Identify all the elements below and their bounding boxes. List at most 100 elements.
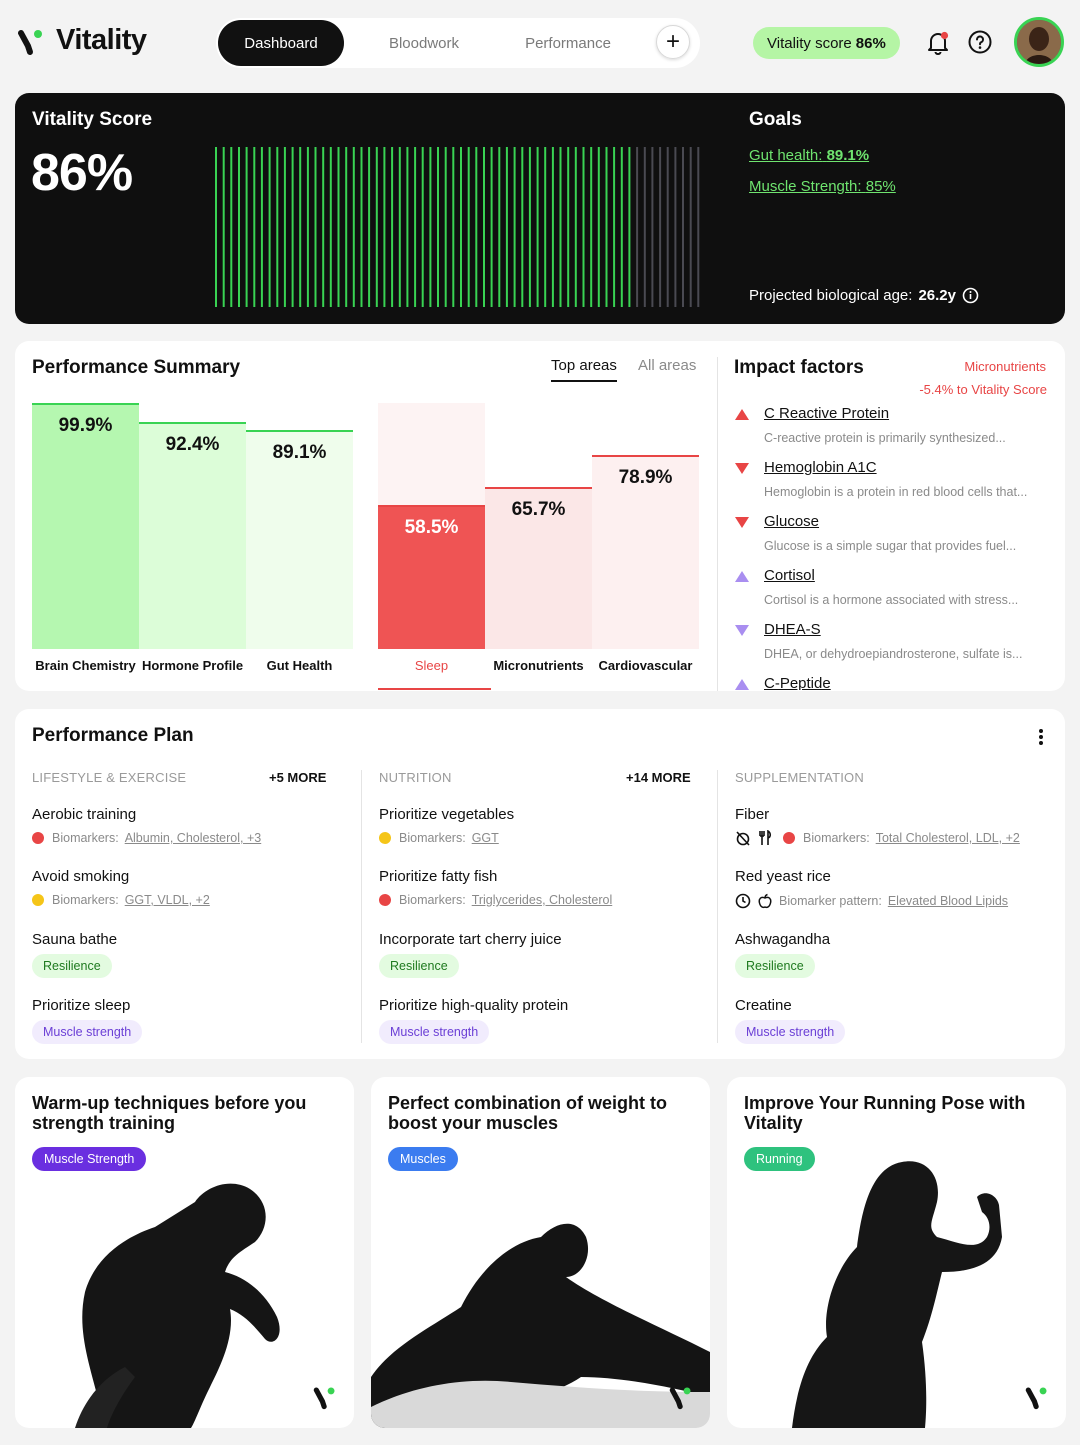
- biomarker-pattern-link[interactable]: Elevated Blood Lipids: [887, 894, 1009, 908]
- plan-item-name[interactable]: Red yeast rice: [735, 868, 831, 885]
- triangle-up-icon: [735, 571, 749, 582]
- bar-category-label: Cardiovascular: [598, 658, 693, 673]
- plan-item-name[interactable]: Prioritize fatty fish: [379, 868, 498, 885]
- muscle-strength-tag: Muscle strength: [735, 1020, 846, 1044]
- add-tab-button[interactable]: +: [656, 25, 690, 59]
- score-bar-tick: [245, 147, 248, 307]
- plan-divider-2: [717, 770, 718, 1043]
- impact-factor-description: Cortisol is a hormone associated with st…: [764, 593, 1019, 607]
- article-card-running[interactable]: Improve Your Running Pose with Vitality …: [727, 1077, 1066, 1428]
- triangle-down-icon: [735, 463, 749, 474]
- score-bar-tick: [444, 147, 447, 307]
- bar-value-label: 99.9%: [58, 415, 113, 436]
- score-bar-tick: [620, 147, 623, 307]
- bar-sleep[interactable]: 58.5%: [378, 505, 485, 649]
- impact-category[interactable]: Micronutrients: [964, 359, 1046, 374]
- score-bar-tick: [613, 147, 616, 307]
- help-button[interactable]: [966, 28, 994, 56]
- plan-item-name[interactable]: Prioritize vegetables: [379, 806, 515, 823]
- article-card-warmup[interactable]: Warm-up techniques before you strength t…: [15, 1077, 354, 1428]
- vitality-score-pill[interactable]: Vitality score 86%: [753, 27, 900, 59]
- tab-performance[interactable]: Performance: [525, 34, 611, 52]
- article-tag: Running: [744, 1147, 815, 1171]
- plan-item-name[interactable]: Ashwagandha: [735, 931, 831, 948]
- info-icon[interactable]: [962, 287, 979, 304]
- biomarkers-link[interactable]: Total Cholesterol, LDL, +2: [875, 831, 1020, 845]
- goals-title: Goals: [749, 109, 802, 130]
- biomarkers-link[interactable]: Albumin, Cholesterol, +3: [124, 831, 262, 845]
- score-bar-tick: [682, 147, 684, 307]
- goals-section: Goals Gut health: 89.1% Muscle Strength:…: [749, 109, 896, 195]
- plan-item-name[interactable]: Incorporate tart cherry juice: [379, 931, 562, 948]
- nutrition-column-header: NUTRITION: [379, 770, 452, 785]
- impact-factor-item[interactable]: Cortisol Cortisol is a hormone associated…: [733, 567, 1053, 617]
- impact-factor-name[interactable]: C-Peptide: [764, 675, 831, 690]
- bar-value-label: 92.4%: [165, 434, 220, 455]
- plan-item-name[interactable]: Aerobic training: [32, 806, 137, 823]
- article-title: Improve Your Running Pose with Vitality: [744, 1093, 1026, 1133]
- plan-item-name[interactable]: Avoid smoking: [32, 868, 130, 885]
- score-bar-tick: [398, 147, 401, 307]
- meta-label: Biomarkers:: [52, 831, 119, 845]
- article-card-weights[interactable]: Perfect combination of weight to boost y…: [371, 1077, 710, 1428]
- sleep-selected-indicator: [378, 688, 491, 690]
- lifestyle-more-link[interactable]: +5 MORE: [269, 770, 327, 785]
- bar-hormone-profile[interactable]: 92.4%: [139, 422, 246, 649]
- plan-item-name[interactable]: Fiber: [735, 806, 770, 823]
- bar-micronutrients[interactable]: 65.7%: [485, 487, 592, 649]
- vitality-score-bars: [215, 147, 700, 307]
- impact-factor-item[interactable]: Hemoglobin A1C Hemoglobin is a protein in…: [733, 459, 1053, 509]
- score-bar-tick: [628, 147, 631, 307]
- impact-factor-item[interactable]: Glucose Glucose is a simple sugar that pr…: [733, 513, 1053, 563]
- more-options-icon[interactable]: [1036, 727, 1046, 747]
- brand-logo[interactable]: Vitality: [16, 24, 147, 57]
- impact-factor-name[interactable]: DHEA-S: [764, 621, 821, 638]
- score-bar-tick: [329, 147, 332, 307]
- score-bar-tick: [666, 147, 669, 307]
- nutrition-more-link[interactable]: +14 MORE: [626, 770, 691, 785]
- tab-top-areas[interactable]: Top areas: [551, 357, 617, 382]
- resilience-tag: Resilience: [735, 954, 815, 978]
- boxing-woman-photo: [792, 1161, 1002, 1428]
- bar-value-label: 65.7%: [511, 499, 566, 520]
- meta-label: Biomarker pattern:: [779, 894, 882, 908]
- impact-factor-description: DHEA, or dehydroepiandrosterone, sulfate…: [764, 647, 1023, 661]
- impact-factor-description: Hemoglobin is a protein in red blood cel…: [764, 485, 1028, 499]
- impact-factor-name[interactable]: Hemoglobin A1C: [764, 459, 877, 476]
- main-nav: Dashboard Bloodwork Performance +: [216, 18, 700, 68]
- vitality-score-label: Vitality score: [767, 34, 852, 52]
- projected-age-label: Projected biological age:: [749, 287, 913, 304]
- score-bar-tick: [322, 147, 325, 307]
- score-bar-tick: [567, 147, 570, 307]
- stretching-photo: [371, 1223, 710, 1428]
- bar-gut-health[interactable]: 89.1%: [246, 430, 353, 649]
- plan-item-name[interactable]: Sauna bathe: [32, 931, 118, 948]
- score-bar-tick: [276, 147, 279, 307]
- impact-factor-name[interactable]: Glucose: [764, 513, 820, 530]
- tab-bloodwork[interactable]: Bloodwork: [388, 34, 460, 52]
- score-bar-tick: [590, 147, 593, 307]
- notifications-button[interactable]: [924, 28, 952, 56]
- biomarkers-link[interactable]: Triglycerides, Cholesterol: [471, 893, 613, 907]
- status-dot: [32, 832, 44, 844]
- impact-factor-name[interactable]: C Reactive Protein: [764, 405, 890, 422]
- bar-cardiovascular[interactable]: 78.9%: [592, 455, 699, 649]
- plan-item-name[interactable]: Creatine: [735, 997, 792, 1014]
- user-avatar[interactable]: [1014, 17, 1064, 67]
- score-bar-tick: [697, 147, 700, 307]
- score-bar-tick: [230, 147, 233, 307]
- score-bar-tick: [467, 147, 470, 307]
- impact-factor-item[interactable]: C-Peptide: [733, 675, 1053, 690]
- bar-brain-chemistry[interactable]: 99.9%: [32, 403, 139, 649]
- plan-item-name[interactable]: Prioritize high-quality protein: [379, 997, 569, 1014]
- impact-factor-item[interactable]: C Reactive Protein C-reactive protein is …: [733, 405, 1053, 455]
- tab-all-areas[interactable]: All areas: [638, 357, 697, 374]
- goal-muscle-strength-link[interactable]: Muscle Strength: 85%: [749, 178, 896, 195]
- biomarkers-link[interactable]: GGT, VLDL, +2: [124, 893, 210, 907]
- impact-factor-item[interactable]: DHEA-S DHEA, or dehydroepiandrosterone, s…: [733, 621, 1053, 671]
- impact-factor-name[interactable]: Cortisol: [764, 567, 815, 584]
- tab-dashboard[interactable]: Dashboard: [218, 20, 344, 66]
- plan-item-name[interactable]: Prioritize sleep: [32, 997, 131, 1014]
- goal-gut-health-link[interactable]: Gut health: 89.1%: [749, 147, 896, 164]
- biomarkers-link[interactable]: GGT: [471, 831, 499, 845]
